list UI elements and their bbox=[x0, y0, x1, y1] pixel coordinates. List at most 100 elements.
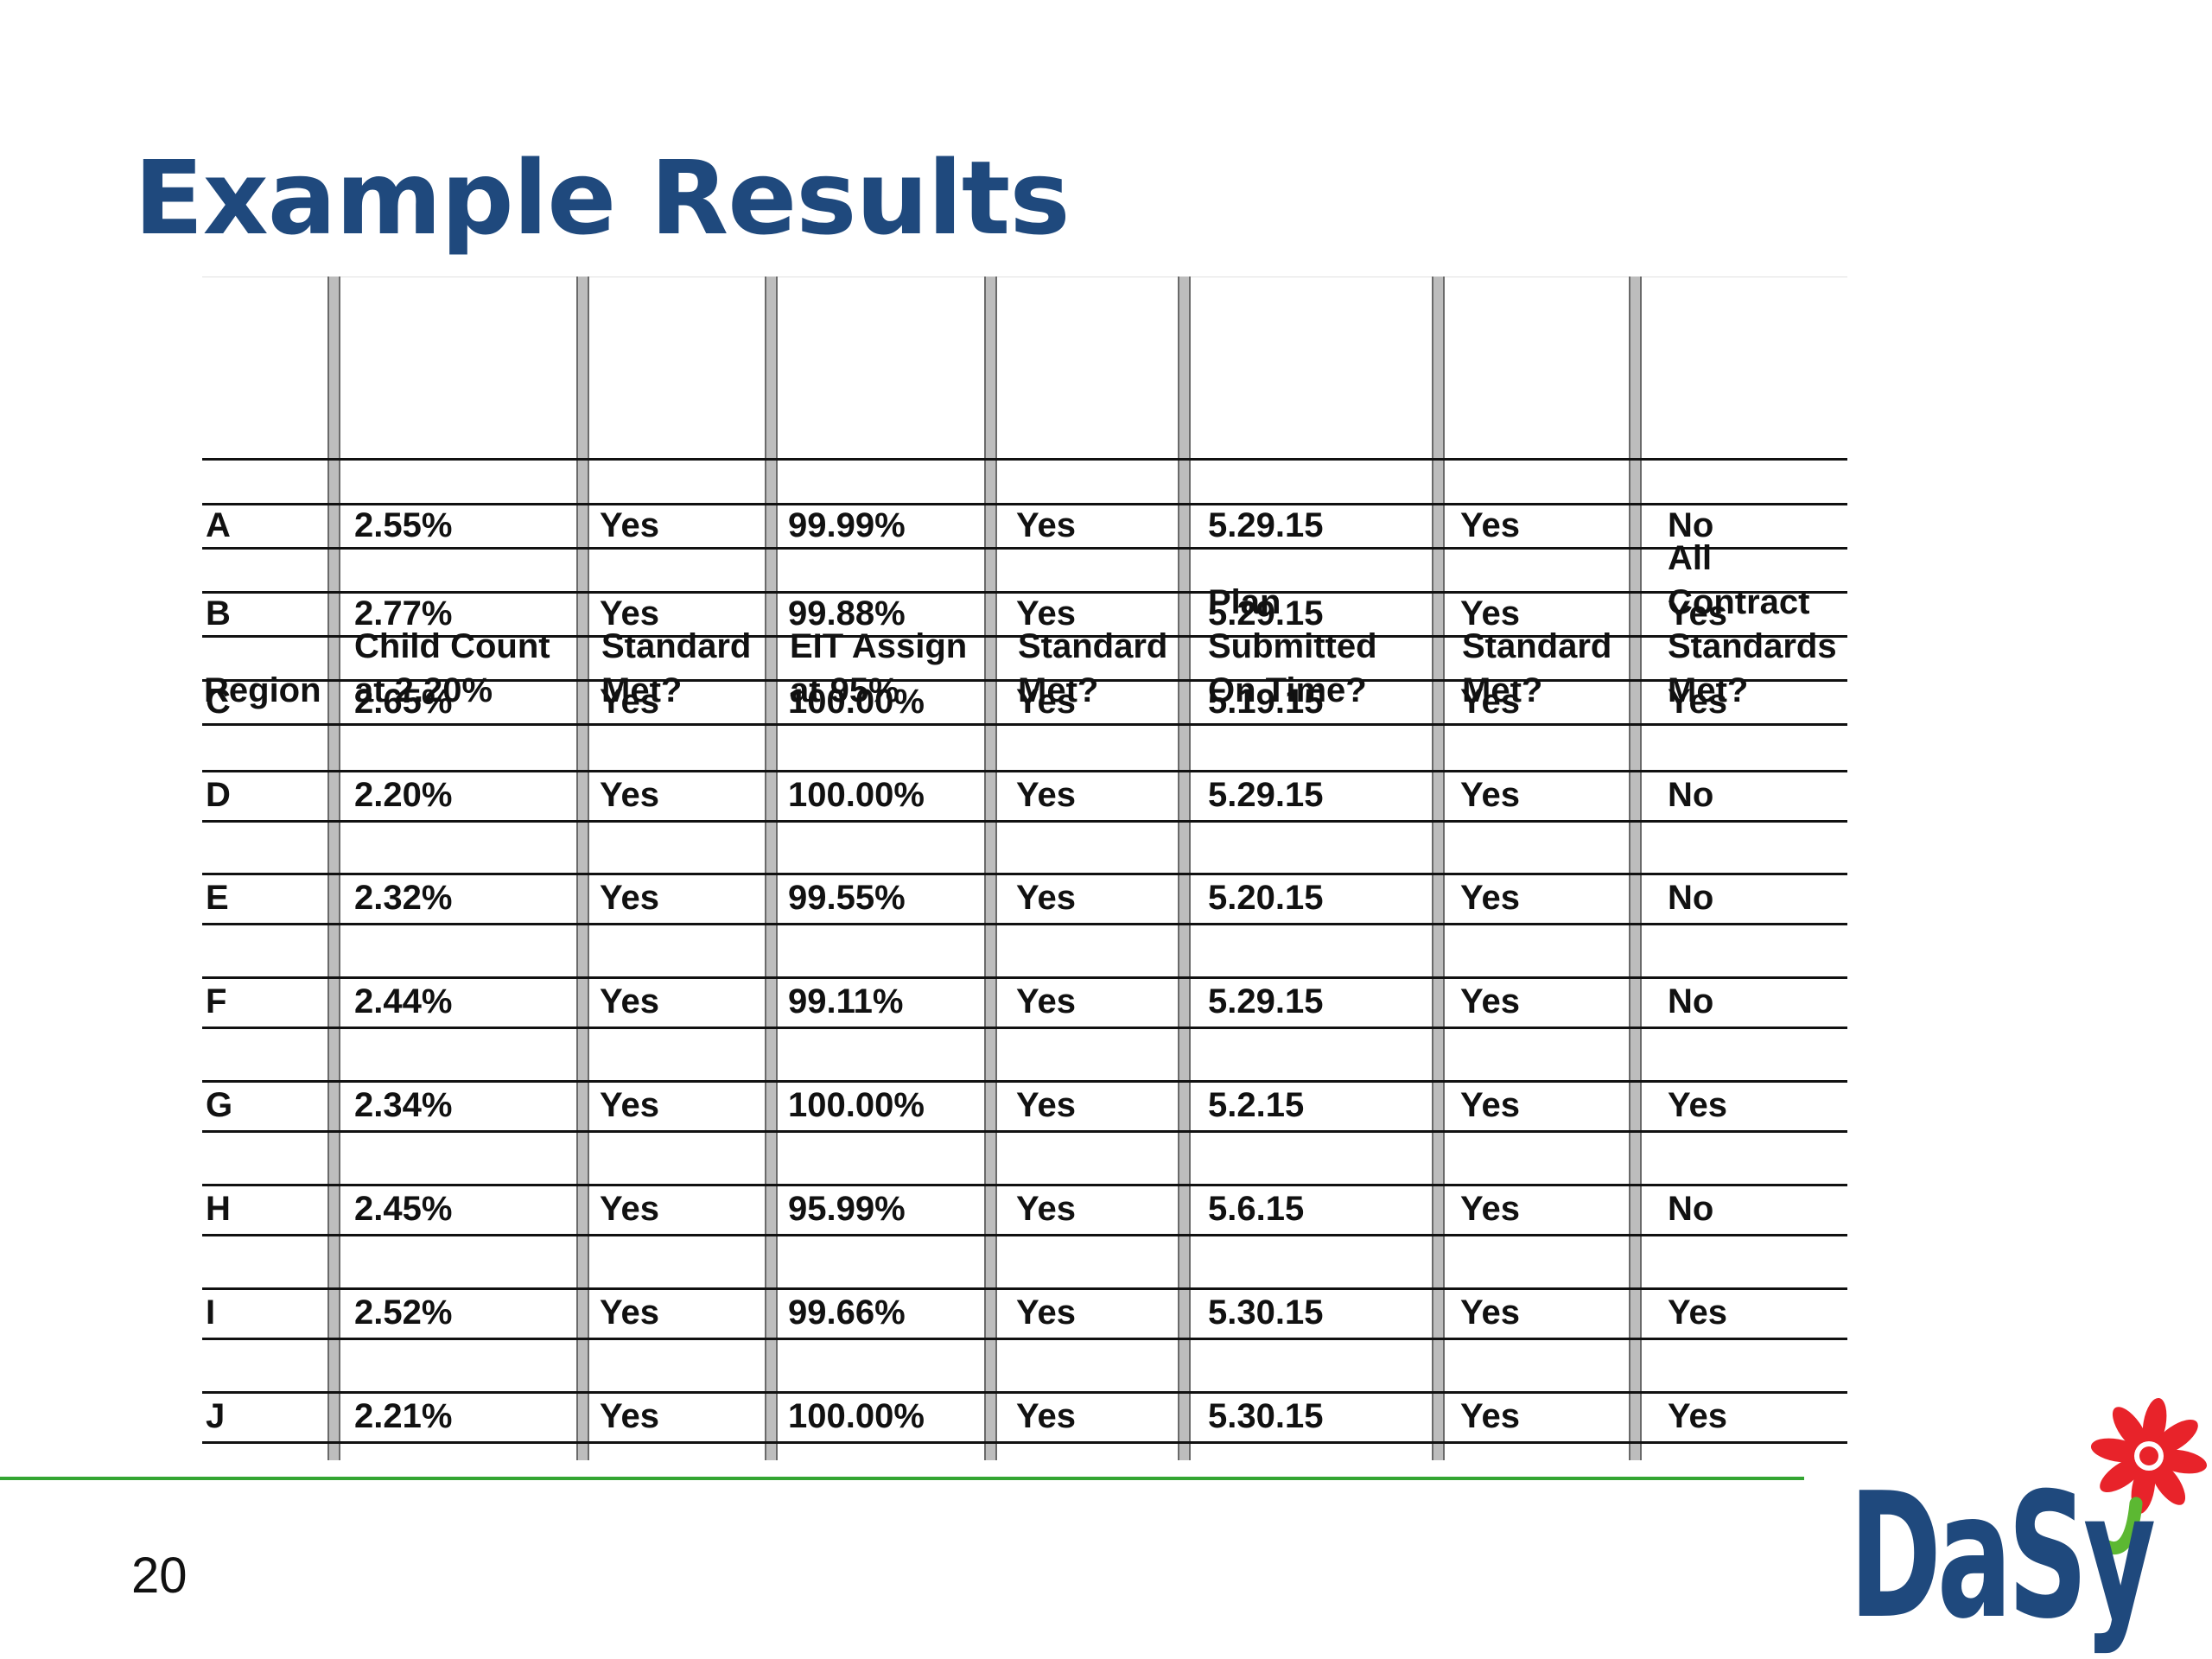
table-cell: Yes bbox=[1016, 682, 1076, 721]
row-rule bbox=[202, 1391, 1847, 1394]
table-cell: 5.30.15 bbox=[1208, 1397, 1324, 1435]
table-cell: 2.34% bbox=[354, 1086, 453, 1124]
column-separator bbox=[1178, 276, 1191, 1460]
row-rule bbox=[202, 923, 1847, 925]
table-cell: Yes bbox=[600, 594, 659, 632]
petal-shape bbox=[2100, 1457, 2145, 1493]
table-cell: Yes bbox=[600, 776, 659, 814]
table-cell: Yes bbox=[1016, 982, 1076, 1020]
slide-title: Example Results bbox=[134, 138, 1071, 257]
results-table: Region Child Count at 2.20% Standard Met? E… bbox=[202, 276, 1847, 1460]
table-cell: 5.29.15 bbox=[1208, 776, 1324, 814]
region-cell: G bbox=[206, 1086, 233, 1124]
region-cell: A bbox=[206, 505, 231, 544]
table-cell: Yes bbox=[1016, 1190, 1076, 1228]
table-cell: 100.00% bbox=[788, 1086, 925, 1124]
table-cell: 2.65% bbox=[354, 682, 453, 721]
table-cell: 5.6.15 bbox=[1208, 1190, 1305, 1228]
column-header: Standard Met? bbox=[601, 627, 752, 709]
table-cell: 99.66% bbox=[788, 1294, 906, 1332]
table-cell: Yes bbox=[600, 682, 659, 721]
table-cell: No bbox=[1668, 1190, 1714, 1228]
table-cell: 5.20.15 bbox=[1208, 879, 1324, 917]
region-cell: H bbox=[206, 1190, 231, 1228]
table-cell: 5.19.15 bbox=[1208, 682, 1324, 721]
table-cell: Yes bbox=[1460, 505, 1520, 544]
table-cell: 2.45% bbox=[354, 1190, 453, 1228]
row-rule bbox=[202, 1130, 1847, 1133]
table-cell: Yes bbox=[1460, 1294, 1520, 1332]
column-header: All Contract Standards Met? bbox=[1668, 539, 1837, 709]
row-rule bbox=[202, 635, 1847, 638]
row-rule bbox=[202, 1338, 1847, 1340]
row-rule bbox=[202, 1287, 1847, 1290]
table-cell: Yes bbox=[1460, 982, 1520, 1020]
column-header: EIT Assign at 95% bbox=[790, 627, 968, 709]
row-rule bbox=[202, 458, 1847, 461]
row-rule bbox=[202, 1080, 1847, 1083]
table-cell: 5.29.15 bbox=[1208, 594, 1324, 632]
table-cell: Yes bbox=[1460, 1086, 1520, 1124]
table-cell: 2.55% bbox=[354, 505, 453, 544]
footer-divider bbox=[0, 1477, 1804, 1480]
table-cell: 2.21% bbox=[354, 1397, 453, 1435]
table-cell: No bbox=[1668, 505, 1714, 544]
table-cell: Yes bbox=[1460, 594, 1520, 632]
column-header: Standard Met? bbox=[1462, 627, 1612, 709]
table-cell: Yes bbox=[600, 982, 659, 1020]
row-rule bbox=[202, 591, 1847, 594]
row-rule bbox=[202, 679, 1847, 682]
table-cell: 5.29.15 bbox=[1208, 982, 1324, 1020]
region-cell: C bbox=[206, 682, 231, 721]
table-cell: Yes bbox=[1016, 505, 1076, 544]
table-cell: 99.88% bbox=[788, 594, 906, 632]
table-cell: Yes bbox=[1668, 1086, 1727, 1124]
column-separator bbox=[576, 276, 589, 1460]
table-cell: Yes bbox=[600, 1190, 659, 1228]
table-cell: 100.00% bbox=[788, 776, 925, 814]
table-cell: 100.00% bbox=[788, 1397, 925, 1435]
column-header: Plan Submitted On Time? bbox=[1208, 583, 1377, 709]
table-cell: Yes bbox=[1460, 776, 1520, 814]
column-header: Standard Met? bbox=[1018, 627, 1168, 709]
region-cell: J bbox=[206, 1397, 226, 1435]
table-cell: 5.2.15 bbox=[1208, 1086, 1305, 1124]
table-cell: Yes bbox=[1016, 1294, 1076, 1332]
column-separator bbox=[984, 276, 997, 1460]
table-cell: 95.99% bbox=[788, 1190, 906, 1228]
region-cell: F bbox=[206, 982, 227, 1020]
table-cell: Yes bbox=[600, 505, 659, 544]
table-cell: 2.77% bbox=[354, 594, 453, 632]
table-cell: Yes bbox=[1016, 1086, 1076, 1124]
row-rule bbox=[202, 1184, 1847, 1186]
row-rule bbox=[202, 547, 1847, 550]
petal-shape bbox=[2112, 1407, 2148, 1452]
table-cell: Yes bbox=[600, 1397, 659, 1435]
table-cell: Yes bbox=[1016, 594, 1076, 632]
row-rule bbox=[202, 1027, 1847, 1029]
table-cell: No bbox=[1668, 879, 1714, 917]
table-cell: 5.29.15 bbox=[1208, 505, 1324, 544]
table-cell: No bbox=[1668, 982, 1714, 1020]
region-cell: E bbox=[206, 879, 229, 917]
table-cell: 5.30.15 bbox=[1208, 1294, 1324, 1332]
table-cell: 99.55% bbox=[788, 879, 906, 917]
region-cell: I bbox=[206, 1294, 216, 1332]
column-separator bbox=[327, 276, 340, 1460]
column-header: Child Count at 2.20% bbox=[354, 627, 550, 709]
row-rule bbox=[202, 976, 1847, 979]
table-cell: Yes bbox=[1668, 594, 1727, 632]
table-cell: 2.44% bbox=[354, 982, 453, 1020]
table-cell: Yes bbox=[1016, 1397, 1076, 1435]
petal-shape bbox=[2150, 1460, 2186, 1505]
table-top-rule bbox=[202, 276, 1847, 277]
row-rule bbox=[202, 1234, 1847, 1236]
dasy-logo: DaSy bbox=[1849, 1397, 2208, 1657]
page-number: 20 bbox=[131, 1548, 188, 1604]
logo-wordmark: DaSy bbox=[1849, 1456, 2154, 1657]
row-rule bbox=[202, 723, 1847, 726]
table-cell: Yes bbox=[1668, 682, 1727, 721]
table-cell: Yes bbox=[600, 879, 659, 917]
table-cell: Yes bbox=[1668, 1294, 1727, 1332]
table-cell: Yes bbox=[600, 1086, 659, 1124]
